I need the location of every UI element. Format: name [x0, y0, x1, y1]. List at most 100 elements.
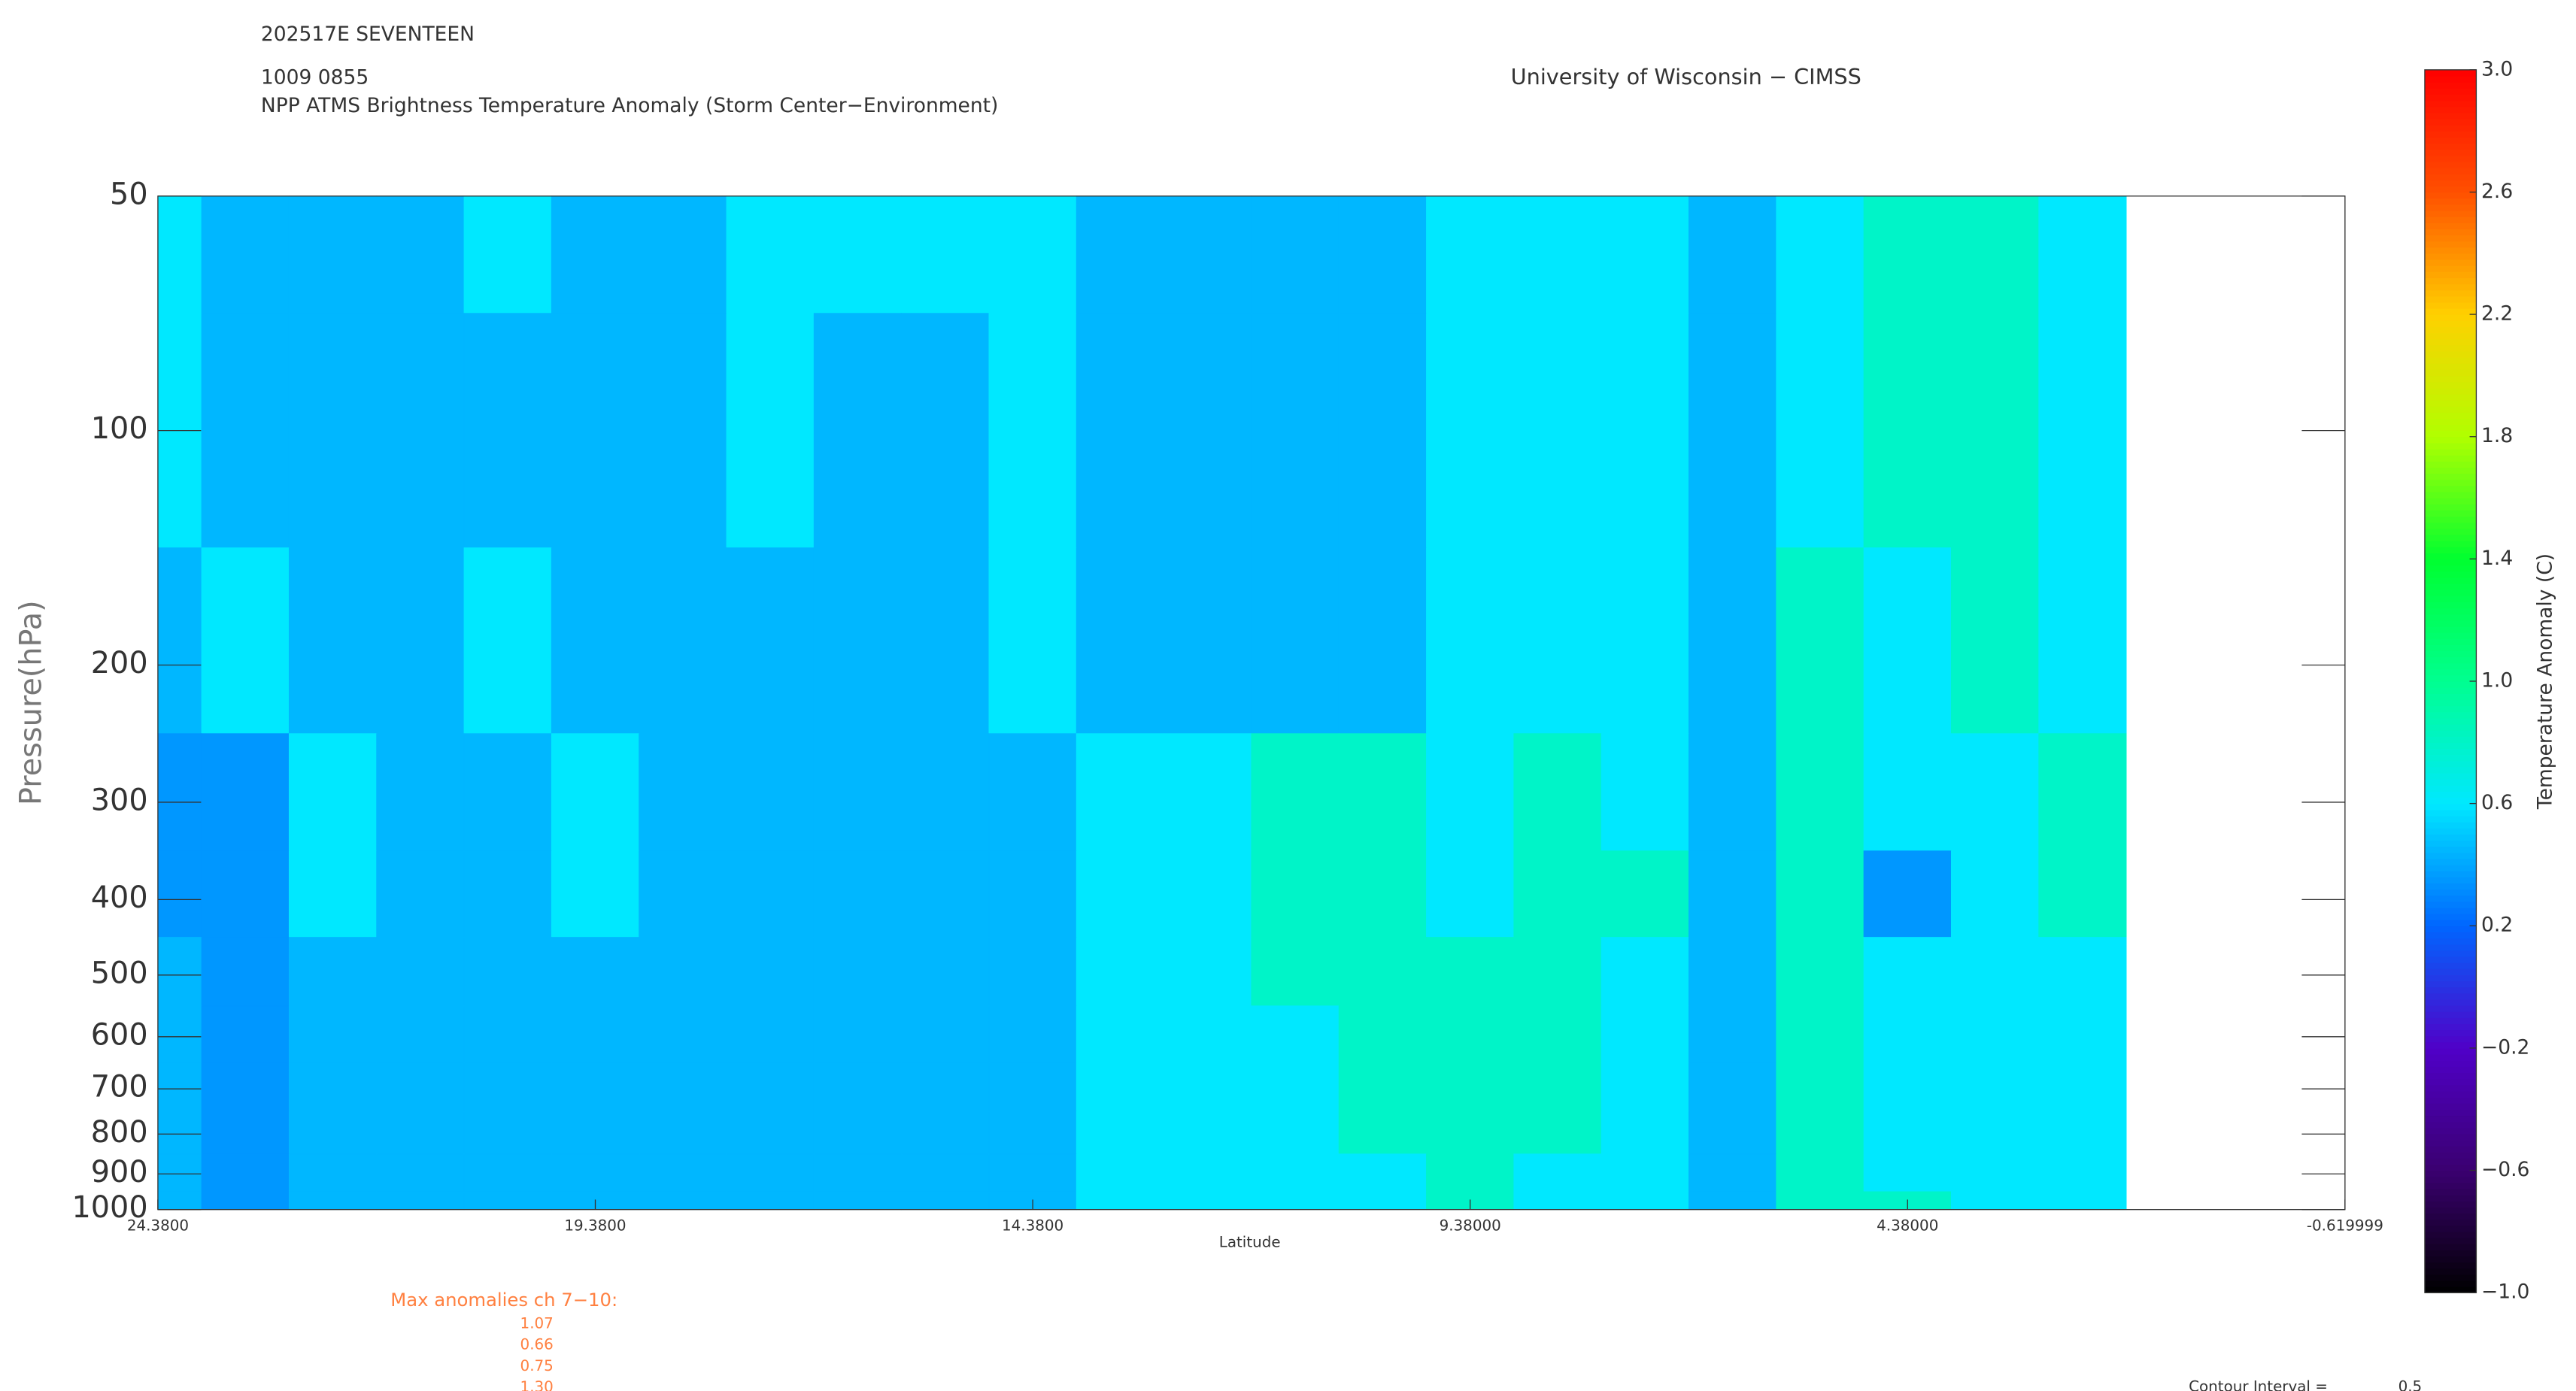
- field-cell: [1426, 195, 1515, 314]
- max-anomalies-title: Max anomalies ch 7−10:: [390, 1289, 617, 1311]
- colorbar-segment: [2424, 547, 2477, 553]
- colorbar-tick-label: 1.8: [2481, 424, 2513, 447]
- field-cell: [1164, 733, 1252, 852]
- colorbar-segment: [2424, 1225, 2477, 1232]
- colorbar-segment: [2424, 980, 2477, 988]
- max-anomaly-value: 1.30: [520, 1378, 554, 1391]
- field-cell: [551, 1153, 640, 1193]
- field-cell: [1776, 1191, 1864, 1211]
- colorbar-tick-label: 2.6: [2481, 180, 2513, 203]
- colorbar-segment: [2424, 1152, 2477, 1159]
- colorbar-segment: [2424, 950, 2477, 957]
- field-cell: [1076, 313, 1165, 549]
- field-cell: [1164, 1062, 1252, 1112]
- colorbar-segment: [2424, 504, 2477, 511]
- colorbar-segment: [2424, 137, 2477, 144]
- field-cell: [1338, 1153, 1427, 1193]
- field-cell: [376, 547, 465, 735]
- plot-frame: [157, 195, 2346, 1211]
- field-cell: [1776, 547, 1864, 735]
- field-cell: [901, 850, 990, 938]
- colorbar-segment: [2424, 314, 2477, 321]
- field-cell: [1251, 733, 1340, 852]
- field-cell: [1076, 1005, 1165, 1063]
- field-cell: [157, 733, 202, 852]
- colorbar-segment: [2424, 736, 2477, 743]
- colorbar-segment: [2424, 528, 2477, 535]
- field-cell: [1338, 1191, 1427, 1211]
- colorbar-segment: [2424, 253, 2477, 260]
- field-cell: [288, 733, 378, 852]
- colorbar-segment: [2424, 791, 2477, 799]
- colorbar-segment: [2424, 350, 2477, 358]
- colorbar-segment: [2424, 283, 2477, 291]
- colorbar-segment: [2424, 656, 2477, 664]
- field-cell: [463, 1191, 552, 1211]
- field-cell: [2038, 1062, 2127, 1112]
- field-cell: [1426, 937, 1515, 1007]
- colorbar-segment: [2424, 106, 2477, 114]
- field-cell: [288, 850, 378, 938]
- colorbar-segment: [2424, 479, 2477, 486]
- field-cell: [463, 1005, 552, 1063]
- field-cell: [988, 937, 1077, 1007]
- field-cell: [639, 850, 727, 938]
- field-cell: [901, 1153, 990, 1193]
- field-cell: [1251, 1005, 1340, 1063]
- colorbar-segment: [2424, 155, 2477, 162]
- colorbar-segment: [2424, 589, 2477, 596]
- field-cell: [1689, 313, 1777, 549]
- field-cell: [813, 937, 903, 1007]
- colorbar-segment: [2424, 326, 2477, 334]
- colorbar-segment: [2424, 748, 2477, 756]
- colorbar-segment: [2424, 442, 2477, 450]
- field-cell: [1776, 195, 1864, 314]
- colorbar-segment: [2424, 125, 2477, 132]
- field-cell: [1950, 1191, 2040, 1211]
- colorbar-segment: [2424, 1286, 2477, 1293]
- field-cell: [201, 937, 290, 1007]
- colorbar-segment: [2424, 406, 2477, 413]
- colorbar-segment: [2424, 143, 2477, 150]
- colorbar-segment: [2424, 680, 2477, 688]
- y-tick-label: 100: [91, 411, 148, 446]
- field-cell: [1950, 937, 2040, 1007]
- colorbar-segment: [2424, 320, 2477, 328]
- field-cell: [1251, 850, 1340, 938]
- field-cell: [2038, 1005, 2127, 1063]
- x-tick-label: 14.3800: [1002, 1217, 1063, 1234]
- colorbar-segment: [2424, 369, 2477, 377]
- colorbar-segment: [2424, 858, 2477, 865]
- field-cell: [1689, 1111, 1777, 1155]
- colorbar-segment: [2424, 1256, 2477, 1263]
- field-cell: [639, 733, 727, 852]
- field-cell: [551, 1005, 640, 1063]
- colorbar-segment: [2424, 131, 2477, 138]
- colorbar-segment: [2424, 614, 2477, 621]
- colorbar-segment: [2424, 772, 2477, 780]
- colorbar-segment: [2424, 668, 2477, 676]
- field-cell: [1601, 1062, 1689, 1112]
- field-cell: [2038, 937, 2127, 1007]
- field-cell: [1338, 850, 1427, 938]
- field-cell: [1164, 1111, 1252, 1155]
- colorbar-label: Temperature Anomaly (C): [2534, 553, 2557, 810]
- field-cell: [463, 195, 552, 314]
- colorbar-segment: [2424, 161, 2477, 168]
- field-cell: [1164, 1005, 1252, 1063]
- field-cell: [813, 1062, 903, 1112]
- colorbar-segment: [2424, 88, 2477, 95]
- field-cell: [813, 1191, 903, 1211]
- colorbar-segment: [2424, 760, 2477, 768]
- colorbar-segment: [2424, 265, 2477, 272]
- field-cell: [901, 937, 990, 1007]
- colorbar-segment: [2424, 338, 2477, 346]
- field-cell: [288, 1111, 378, 1155]
- colorbar-tick-label: 0.2: [2481, 914, 2513, 937]
- field-cell: [1601, 850, 1689, 938]
- field-cell: [1251, 1191, 1340, 1211]
- colorbar-segment: [2424, 516, 2477, 523]
- colorbar-segment: [2424, 883, 2477, 890]
- colorbar-segment: [2424, 180, 2477, 186]
- field-cell: [1601, 1191, 1689, 1211]
